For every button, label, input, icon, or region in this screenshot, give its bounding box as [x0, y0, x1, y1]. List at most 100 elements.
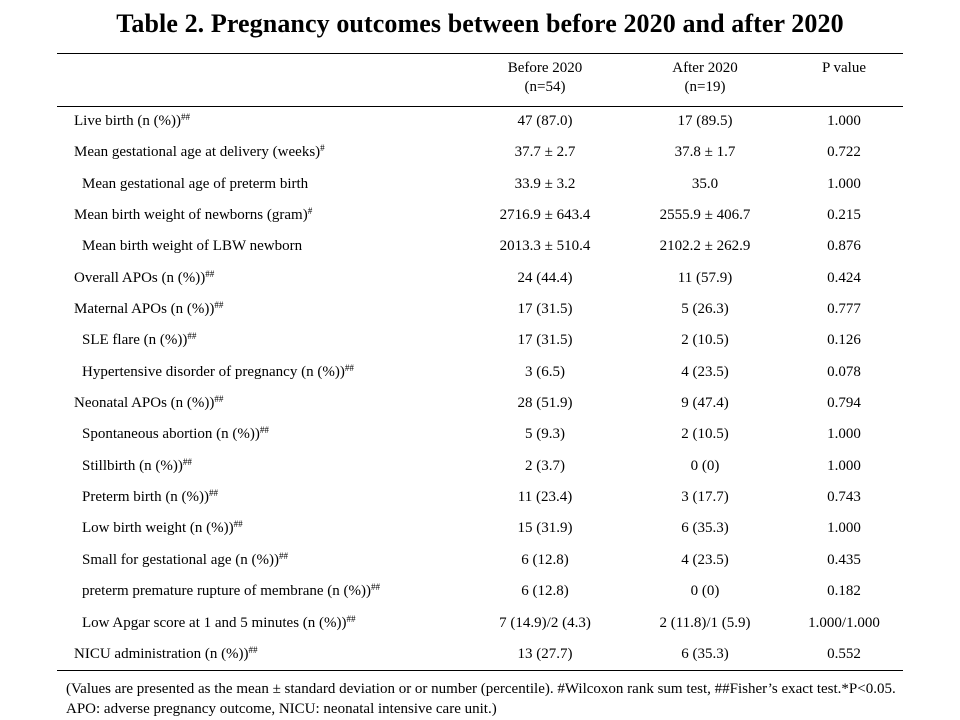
column-header-after-label: After 2020 — [672, 60, 738, 76]
row-label-cell: Mean birth weight of newborns (gram)# — [74, 207, 312, 224]
before-2020-cell: 24 (44.4) — [517, 269, 573, 286]
row-label-cell: Mean gestational age at delivery (weeks)… — [74, 144, 325, 161]
p-value-cell: 0.435 — [827, 551, 861, 568]
before-2020-cell: 2 (3.7) — [525, 457, 565, 474]
row-label-cell: Low birth weight (n (%))## — [82, 520, 243, 537]
row-label: Neonatal APOs (n (%)) — [74, 395, 215, 412]
row-label-cell: NICU administration (n (%))## — [74, 644, 258, 663]
before-2020-cell: 37.7 ± 2.7 — [514, 144, 576, 161]
after-2020-cell: 11 (57.9) — [677, 269, 733, 286]
table-row: Low birth weight (n (%))## 15 (31.9) 6 (35… — [0, 514, 960, 545]
row-label: Hypertensive disorder of pregnancy (n (%… — [82, 363, 345, 380]
before-2020-cell: 6 (12.8) — [521, 551, 569, 568]
after-2020-cell: 4 (23.5) — [681, 551, 729, 568]
p-value-cell: 0.552 — [827, 645, 861, 662]
after-2020-cell: 35.0 — [691, 175, 719, 192]
row-label-cell: Hypertensive disorder of pregnancy (n (%… — [82, 362, 354, 381]
header-rule — [57, 106, 903, 108]
row-label-footnote-mark: ## — [371, 582, 381, 593]
p-value-cell: 1.000 — [827, 175, 861, 192]
row-label-footnote-mark: ## — [259, 425, 269, 436]
after-2020-cell: 2555.9 ± 406.7 — [659, 207, 751, 224]
p-value-cell: 1.000 — [827, 457, 861, 474]
before-2020-cell: 3 (6.5) — [525, 363, 565, 380]
table-row: Mean gestational age of preterm birth 33.… — [0, 170, 960, 201]
row-label-cell: Live birth (n (%))## — [74, 113, 190, 130]
table-row: Maternal APOs (n (%))## 17 (31.5) 5 (26.3)… — [0, 295, 960, 326]
column-header-after: After 2020 (n=19) — [640, 59, 770, 97]
p-value-cell: 0.126 — [827, 332, 861, 349]
before-2020-cell: 7 (14.9)/2 (4.3) — [499, 614, 591, 631]
p-value-cell: 0.794 — [827, 395, 861, 412]
column-header-before-n: (n=54) — [524, 79, 566, 95]
column-header-before: Before 2020 (n=54) — [480, 59, 610, 97]
bottom-rule — [57, 670, 903, 672]
row-label-cell: Neonatal APOs (n (%))## — [74, 395, 223, 412]
row-label: Low birth weight (n (%)) — [82, 520, 234, 537]
row-label-footnote-mark: ## — [233, 519, 243, 530]
after-2020-cell: 2 (10.5) — [681, 332, 729, 349]
table-title: Table 2. Pregnancy outcomes between befo… — [116, 9, 844, 38]
p-value-cell: 0.215 — [827, 207, 861, 224]
before-2020-cell: 13 (27.7) — [517, 645, 573, 662]
column-header-p-value: P value — [779, 59, 909, 78]
row-label-footnote-mark: ## — [279, 550, 289, 561]
before-2020-cell: 2013.3 ± 510.4 — [499, 238, 591, 255]
row-label: Mean gestational age of preterm birth — [82, 175, 309, 192]
row-label: Mean gestational age at delivery (weeks) — [74, 144, 321, 161]
p-value-cell: 1.000/1.000 — [808, 614, 880, 631]
row-label: Mean birth weight of LBW newborn — [82, 238, 303, 255]
row-label-footnote-mark: ## — [181, 112, 191, 122]
table-row: preterm premature rupture of membrane (n… — [0, 577, 960, 608]
after-2020-cell: 4 (23.5) — [681, 363, 729, 380]
table-row: Small for gestational age (n (%))## 6 (12… — [0, 546, 960, 577]
row-label-cell: Mean gestational age of preterm birth — [82, 176, 308, 193]
row-label-footnote-mark: # — [307, 206, 313, 217]
row-label: NICU administration (n (%)) — [74, 645, 249, 662]
before-2020-cell: 2716.9 ± 643.4 — [499, 207, 591, 224]
p-value-cell: 0.078 — [827, 363, 861, 380]
after-2020-cell: 9 (47.4) — [681, 395, 729, 412]
p-value-cell: 0.182 — [827, 583, 861, 600]
row-label-cell: Maternal APOs (n (%))## — [74, 301, 223, 318]
table-row: Low Apgar score at 1 and 5 minutes (n (%… — [0, 609, 960, 640]
table-row: Mean birth weight of LBW newborn 2013.3 ±… — [0, 232, 960, 263]
row-label-footnote-mark: ## — [205, 268, 215, 279]
row-label: Stillbirth (n (%)) — [82, 457, 183, 474]
row-label: preterm premature rupture of membrane (n… — [82, 583, 372, 600]
row-label: Live birth (n (%)) — [74, 113, 182, 129]
row-label-cell: Stillbirth (n (%))## — [82, 456, 192, 475]
before-2020-cell: 28 (51.9) — [517, 395, 573, 412]
table-row: NICU administration (n (%))## 13 (27.7) 6 … — [0, 640, 960, 671]
row-label-cell: Overall APOs (n (%))## — [74, 268, 215, 287]
row-label-footnote-mark: ## — [182, 456, 192, 467]
table-row: Overall APOs (n (%))## 24 (44.4) 11 (57.9)… — [0, 264, 960, 295]
p-value-cell: 0.876 — [827, 238, 861, 255]
row-label: Maternal APOs (n (%)) — [74, 301, 215, 318]
column-header-after-n: (n=19) — [684, 79, 726, 95]
before-2020-cell: 17 (31.5) — [517, 301, 573, 318]
row-label-footnote-mark: ## — [344, 362, 354, 373]
after-2020-cell: 37.8 ± 1.7 — [674, 144, 736, 161]
row-label: Mean birth weight of newborns (gram) — [74, 207, 308, 224]
after-2020-cell: 3 (17.7) — [681, 489, 729, 506]
p-value-cell: 1.000 — [827, 113, 861, 129]
p-value-cell: 0.777 — [827, 301, 861, 318]
before-2020-cell: 15 (31.9) — [517, 520, 573, 537]
row-label-cell: Mean birth weight of LBW newborn — [82, 238, 302, 255]
after-2020-cell: 6 (35.3) — [681, 645, 729, 662]
after-2020-cell: 2 (11.8)/1 (5.9) — [659, 614, 751, 631]
table-row: SLE flare (n (%))## 17 (31.5) 2 (10.5) 0.12… — [0, 326, 960, 357]
table-row: Neonatal APOs (n (%))## 28 (51.9) 9 (47.4)… — [0, 389, 960, 420]
row-label-footnote-mark: ## — [248, 644, 258, 655]
after-2020-cell: 0 (0) — [690, 457, 720, 474]
row-label-cell: preterm premature rupture of membrane (n… — [82, 583, 380, 600]
table-row: Mean gestational age at delivery (weeks)… — [0, 138, 960, 169]
table-row: Spontaneous abortion (n (%))## 5 (9.3) 2 (… — [0, 420, 960, 451]
before-2020-cell: 33.9 ± 3.2 — [514, 175, 576, 192]
row-label-cell: SLE flare (n (%))## — [82, 332, 196, 349]
column-header-p-label: P value — [821, 60, 867, 76]
row-label-cell: Spontaneous abortion (n (%))## — [82, 426, 269, 443]
row-label: Small for gestational age (n (%)) — [82, 551, 280, 568]
before-2020-cell: 17 (31.5) — [517, 332, 573, 349]
